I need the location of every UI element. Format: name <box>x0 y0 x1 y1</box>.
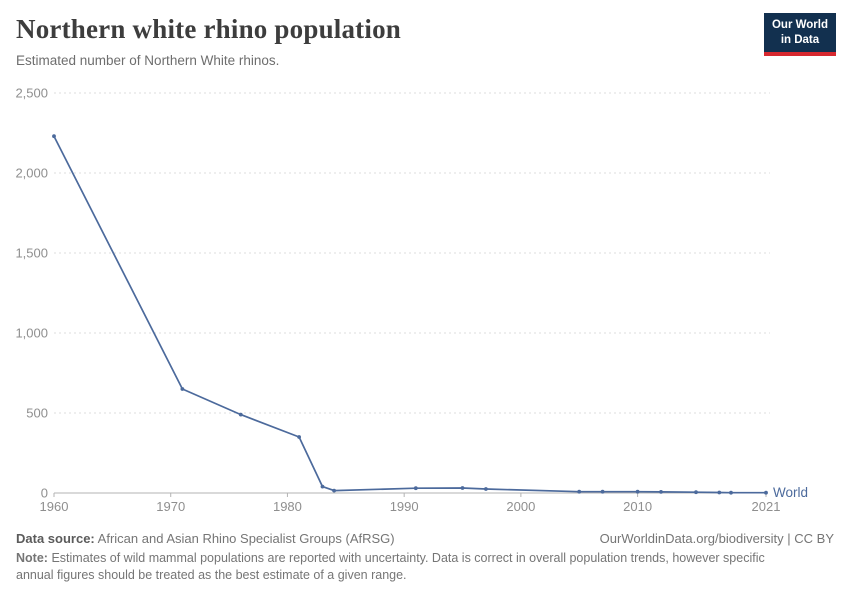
owid-logo-line1: Our World <box>771 19 828 31</box>
data-point[interactable] <box>413 486 418 491</box>
x-tick-label: 1990 <box>390 499 419 514</box>
data-source: Data source: African and Asian Rhino Spe… <box>16 531 395 546</box>
entity-label[interactable]: World <box>773 485 808 500</box>
chart-footer: Data source: African and Asian Rhino Spe… <box>16 531 834 585</box>
data-point[interactable] <box>577 489 582 494</box>
data-point[interactable] <box>659 490 663 494</box>
data-point[interactable] <box>297 435 301 439</box>
note-text: Estimates of wild mammal populations are… <box>16 551 765 583</box>
y-tick-label: 1,500 <box>15 246 48 261</box>
x-tick-label: 1980 <box>273 499 302 514</box>
data-point[interactable] <box>238 412 243 417</box>
x-tick-label: 2021 <box>752 499 781 514</box>
data-point[interactable] <box>332 488 336 493</box>
data-point[interactable] <box>600 489 605 494</box>
owid-logo-line2: in Data <box>780 34 820 47</box>
y-tick-label: 1,000 <box>15 326 48 341</box>
data-point[interactable] <box>729 490 733 495</box>
note-label: Note: <box>16 551 48 565</box>
x-tick-label: 1970 <box>156 499 185 514</box>
y-tick-label: 0 <box>41 486 48 501</box>
data-point[interactable] <box>52 134 56 139</box>
y-tick-label: 2,500 <box>15 86 48 101</box>
license-link[interactable]: OurWorldinData.org/biodiversity | CC BY <box>599 531 834 546</box>
data-point[interactable] <box>717 490 722 495</box>
chart-note: Note: Estimates of wild mammal populatio… <box>16 550 794 585</box>
y-tick-label: 2,000 <box>15 166 48 181</box>
owid-logo[interactable]: Our World in Data <box>763 13 836 57</box>
data-point[interactable] <box>460 486 465 490</box>
x-tick-label: 2000 <box>506 499 535 514</box>
data-point[interactable] <box>694 490 698 495</box>
chart-subtitle: Estimated number of Northern White rhino… <box>16 53 280 68</box>
x-tick-label: 1960 <box>40 499 69 514</box>
data-point[interactable] <box>484 487 488 491</box>
data-point[interactable] <box>635 489 640 494</box>
data-source-text: African and Asian Rhino Specialist Group… <box>97 531 395 546</box>
data-point[interactable] <box>320 484 325 489</box>
x-tick-label: 2010 <box>623 499 652 514</box>
series-line[interactable] <box>53 135 767 494</box>
page-title: Northern white rhino population <box>16 14 401 44</box>
data-source-label: Data source: <box>16 531 95 546</box>
data-point[interactable] <box>180 387 185 391</box>
data-point[interactable] <box>764 490 768 495</box>
y-tick-label: 500 <box>26 406 48 421</box>
